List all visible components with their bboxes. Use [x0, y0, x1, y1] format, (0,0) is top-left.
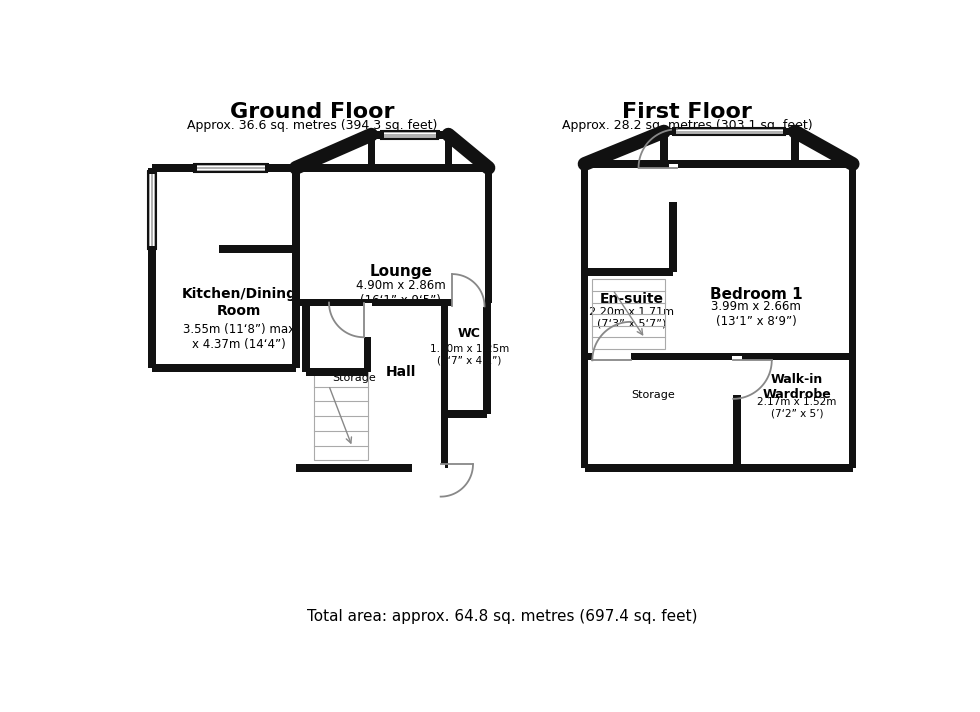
Bar	[292, 168, 300, 368]
Text: First Floor: First Floor	[622, 102, 752, 122]
Text: Hall: Hall	[385, 365, 416, 379]
Bar	[585, 352, 853, 360]
Bar	[371, 131, 449, 139]
Bar	[152, 164, 296, 172]
Text: 2.17m x 1.52m
(7‘2” x 5’): 2.17m x 1.52m (7‘2” x 5’)	[758, 397, 837, 419]
Bar	[483, 303, 491, 414]
Bar	[791, 132, 799, 164]
Text: En-suite: En-suite	[600, 292, 663, 305]
Bar	[664, 127, 795, 135]
Text: 4.90m x 2.86m
(16‘1” x 9‘5”): 4.90m x 2.86m (16‘1” x 9‘5”)	[356, 279, 446, 308]
Text: 2.20m x 1.71m
(7‘3” x 5‘7”): 2.20m x 1.71m (7‘3” x 5‘7”)	[589, 307, 674, 329]
Bar	[669, 164, 677, 272]
Bar	[381, 130, 438, 140]
Bar	[585, 352, 853, 360]
Bar	[592, 280, 665, 349]
Bar	[152, 364, 296, 372]
Bar	[592, 352, 631, 361]
Bar	[436, 130, 440, 140]
Text: Walk-in
Wardrobe: Walk-in Wardrobe	[762, 373, 832, 402]
Bar	[445, 299, 487, 306]
Bar	[732, 357, 742, 395]
Bar	[484, 168, 492, 303]
Bar	[413, 464, 445, 473]
Bar	[147, 246, 157, 250]
Text: 3.55m (11‘8”) max
x 4.37m (14‘4”): 3.55m (11‘8”) max x 4.37m (14‘4”)	[183, 323, 295, 351]
Text: Ground Floor: Ground Floor	[230, 102, 394, 122]
Text: Approx. 36.6 sq. metres (394.3 sq. feet): Approx. 36.6 sq. metres (394.3 sq. feet)	[187, 119, 437, 132]
Bar	[441, 303, 449, 468]
Bar	[266, 163, 269, 172]
Text: 3.99m x 2.66m
(13‘1” x 8‘9”): 3.99m x 2.66m (13‘1” x 8‘9”)	[711, 300, 802, 328]
Bar	[661, 132, 667, 164]
Bar	[193, 163, 197, 172]
Bar	[733, 357, 741, 468]
Text: Total area: approx. 64.8 sq. metres (697.4 sq. feet): Total area: approx. 64.8 sq. metres (697…	[307, 609, 698, 624]
Text: Storage: Storage	[332, 373, 376, 383]
Bar	[296, 464, 445, 472]
Bar	[148, 168, 156, 368]
Text: Bedroom 1: Bedroom 1	[710, 288, 803, 303]
Bar	[314, 372, 368, 461]
Bar	[364, 303, 371, 372]
Text: 1.10m x 1.25m
(3‘7” x 4‘1”): 1.10m x 1.25m (3‘7” x 4‘1”)	[429, 344, 509, 366]
Bar	[452, 298, 484, 307]
Bar	[783, 127, 786, 136]
Bar	[674, 127, 785, 136]
Bar	[581, 164, 589, 357]
Bar	[306, 299, 368, 306]
Bar	[296, 299, 488, 306]
Bar	[302, 303, 310, 372]
Bar	[445, 410, 487, 418]
Bar	[849, 164, 857, 357]
Bar	[194, 163, 268, 172]
Bar	[363, 303, 372, 337]
Bar	[585, 268, 673, 276]
Bar	[581, 357, 589, 468]
Text: WC: WC	[458, 327, 480, 340]
Bar	[585, 464, 853, 472]
Bar	[380, 130, 384, 140]
Bar	[672, 127, 676, 136]
Text: Approx. 28.2 sq. metres (303.1 sq. feet): Approx. 28.2 sq. metres (303.1 sq. feet)	[562, 119, 812, 132]
Bar	[147, 172, 157, 248]
Bar	[296, 164, 488, 172]
Text: Kitchen/Dining
Room: Kitchen/Dining Room	[181, 288, 296, 318]
Bar	[585, 160, 853, 168]
Bar	[668, 164, 678, 202]
Bar	[219, 245, 296, 253]
Bar	[445, 135, 452, 168]
Bar	[314, 372, 368, 461]
Bar	[368, 135, 375, 168]
Bar	[592, 280, 665, 349]
Text: Lounge: Lounge	[369, 264, 432, 279]
Bar	[849, 357, 857, 468]
Text: Storage: Storage	[631, 390, 675, 400]
Bar	[306, 368, 368, 376]
Bar	[147, 170, 157, 174]
